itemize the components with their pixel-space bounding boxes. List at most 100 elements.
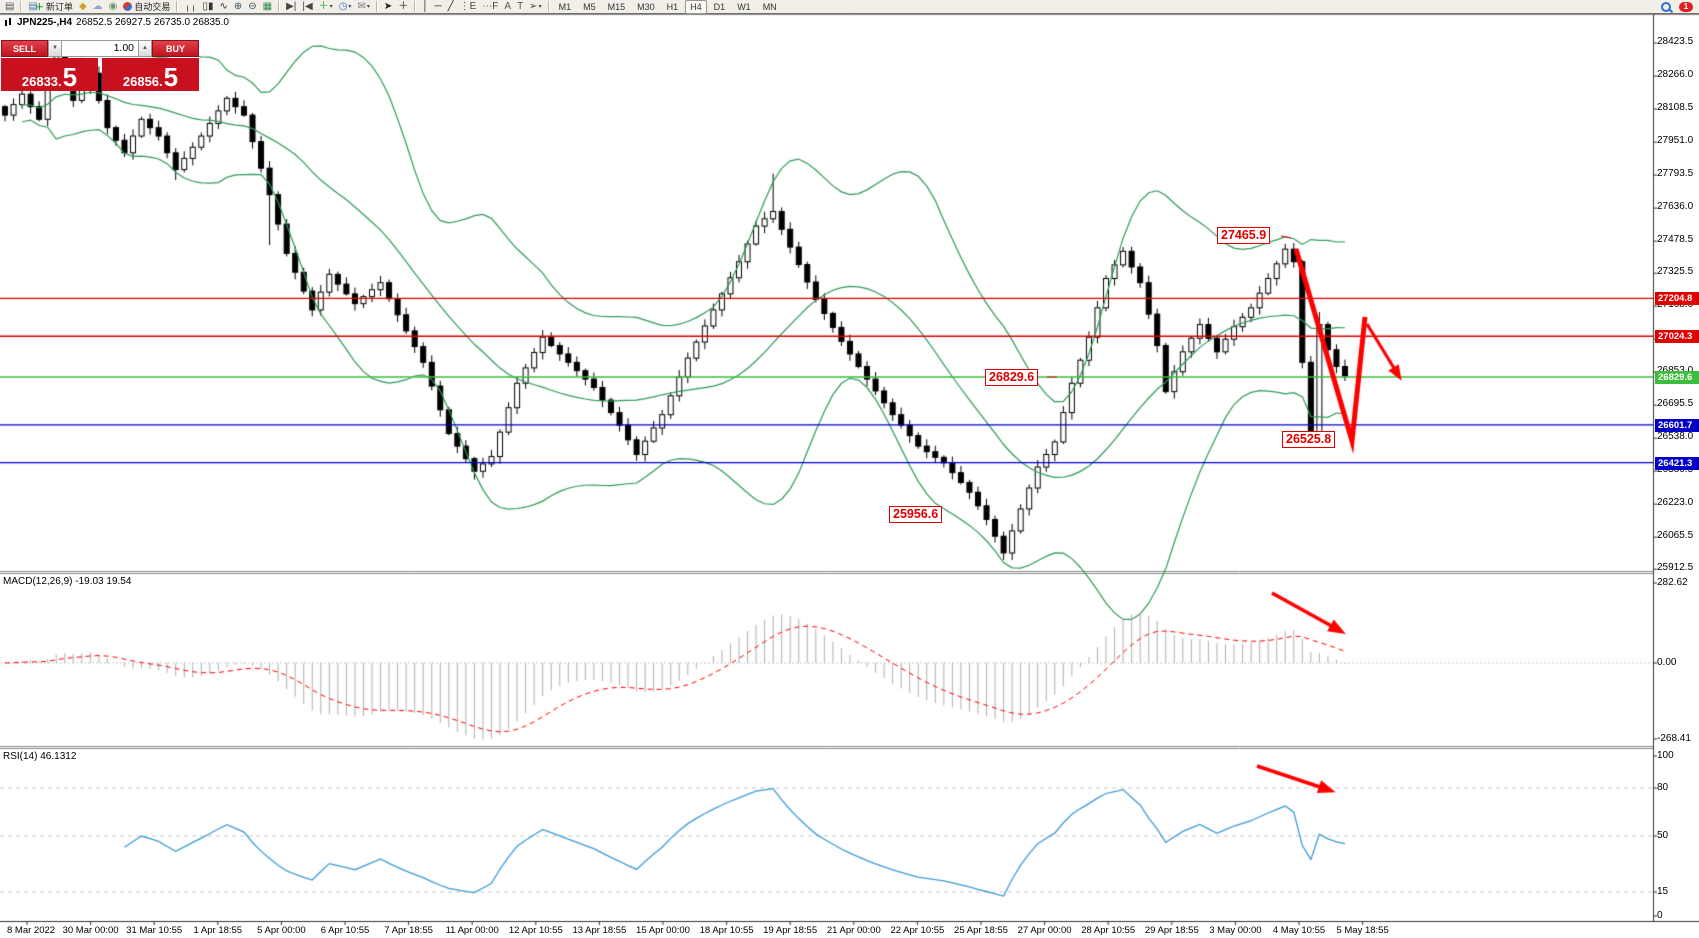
sell-button[interactable]: SELL: [1, 40, 48, 57]
buy-price-display[interactable]: 26856. 5: [102, 58, 199, 91]
macd-indicator-label: MACD(12,26,9) -19.03 19.54: [3, 576, 132, 587]
price-axis-tick: 26380.5: [1657, 464, 1694, 476]
rsi-axis-tick: 0: [1657, 910, 1663, 921]
vertical-line-icon[interactable]: │: [422, 0, 429, 12]
macd-axis-tick: 0.00: [1657, 657, 1677, 668]
price-axis-tick: 27325.5: [1657, 266, 1694, 278]
buy-price-main: 26856.: [122, 74, 163, 89]
toolbar-separator: [176, 1, 179, 12]
time-axis-label: 1 Apr 18:55: [193, 925, 243, 936]
price-axis-tick: 26223.0: [1657, 497, 1694, 509]
text-tool-icon[interactable]: A: [504, 0, 512, 12]
chart-shift-icon[interactable]: |◀: [302, 0, 313, 12]
horizontal-line-icon[interactable]: ─: [434, 0, 442, 12]
timeframe-d1-button[interactable]: D1: [713, 1, 726, 12]
notification-badge[interactable]: 1: [1679, 1, 1693, 12]
cursor-icon[interactable]: ➤: [383, 0, 393, 12]
label-tool-icon[interactable]: T: [517, 0, 524, 12]
time-axis-label: 6 Apr 10:55: [320, 925, 370, 936]
add-indicator-icon[interactable]: ＋ ▾: [318, 0, 333, 12]
crosshair-icon[interactable]: ＋: [398, 0, 409, 12]
time-axis-label: 28 Apr 10:55: [1081, 925, 1136, 936]
price-axis-tick: 27793.5: [1657, 168, 1694, 180]
volume-decrease-button[interactable]: ▼: [48, 40, 62, 57]
rsi-axis-tick: 100: [1657, 750, 1674, 761]
toolbar-separator: [547, 1, 550, 12]
chart-title: JPN225-,H4 26852.5 26927.5 26735.0 26835…: [4, 17, 229, 28]
price-axis-tick: 28108.5: [1657, 102, 1694, 114]
chart-ohlc-values: 26852.5 26927.5 26735.0 26835.0: [76, 17, 229, 28]
rsi-axis-tick: 50: [1657, 830, 1669, 841]
candle-chart-mode-icon[interactable]: ▯▮: [202, 0, 214, 12]
toolbar-separator: [20, 1, 23, 12]
fibo-e-icon[interactable]: ⋮E: [459, 0, 477, 12]
macd-axis-tick: 282.62: [1657, 577, 1688, 589]
price-axis-tick: 26538.0: [1657, 431, 1694, 443]
toolbar-separator: [278, 1, 281, 12]
templates-icon[interactable]: ✉ ▾: [357, 0, 370, 12]
time-axis-label: 11 Apr 00:00: [445, 925, 499, 936]
buy-button[interactable]: BUY: [152, 40, 199, 57]
sell-price-display[interactable]: 26833. 5: [1, 58, 98, 91]
new-order-button[interactable]: ▤ ＋新订单: [28, 0, 73, 12]
symbol-chart-icon: [5, 18, 11, 26]
auto-scroll-icon[interactable]: ▶|: [286, 0, 297, 12]
price-line-badge: 26829.6: [1655, 371, 1699, 385]
timeframe-m30-button[interactable]: M30: [637, 1, 655, 12]
time-axis-label: 7 Apr 18:55: [384, 925, 433, 936]
time-axis-label: 12 Apr 10:55: [508, 925, 563, 936]
price-line-badge: 26601.7: [1655, 418, 1699, 432]
time-axis-label: 27 Apr 00:00: [1017, 925, 1072, 936]
price-annotation[interactable]: 25956.6: [889, 506, 943, 523]
one-click-trade-panel: SELL ▼ 1.00 ▲ BUY 26833. 5 26856. 5: [1, 40, 199, 91]
time-axis-label: 4 May 10:55: [1272, 925, 1326, 936]
autotrading-button[interactable]: 自动交易: [120, 1, 173, 13]
timeframe-m1-button[interactable]: M1: [558, 1, 572, 12]
time-axis-label: 31 Mar 10:55: [126, 925, 183, 936]
price-axis-tick: 27636.0: [1657, 201, 1694, 213]
period-icon[interactable]: ◷ ▾: [338, 0, 352, 12]
time-axis-label: 18 Apr 10:55: [699, 925, 754, 936]
price-line-badge: 26421.3: [1655, 456, 1699, 470]
macd-axis-tick: -268.41: [1657, 732, 1691, 744]
tile-windows-icon[interactable]: ▦: [262, 0, 273, 12]
timeframe-h4-button[interactable]: H4: [685, 0, 707, 14]
price-axis-tick: 26695.5: [1657, 398, 1694, 410]
timeframe-m15-button[interactable]: M15: [607, 1, 626, 12]
price-annotation[interactable]: 26525.8: [1282, 431, 1336, 448]
time-axis-label: 22 Apr 10:55: [890, 925, 945, 936]
bar-chart-mode-icon[interactable]: ╷╷: [184, 0, 197, 12]
main-toolbar: ▤ ▤ ＋新订单 ◆ ☁ ◉ 自动交易 ╷╷ ▯▮ ∿ ⊕ ⊖ ▦ ▶| |◀ ＋ ▾ ◷ ▾ ✉ ▾ ➤ ＋ │ ─ ╱ ⋮E ⋯F…: [0, 0, 1699, 14]
time-axis-label: 5 Apr 00:00: [257, 925, 306, 936]
zoom-in-icon[interactable]: ⊕: [233, 0, 243, 12]
volume-input[interactable]: 1.00: [62, 40, 138, 57]
price-annotation[interactable]: 27465.9: [1217, 227, 1271, 244]
trendline-icon[interactable]: ╱: [447, 0, 454, 12]
price-axis-tick: 26065.5: [1657, 530, 1694, 542]
toolbar-separator: [414, 1, 417, 12]
volume-increase-button[interactable]: ▲: [138, 40, 152, 57]
time-axis-label: 15 Apr 00:00: [636, 925, 690, 936]
sell-price-main: 26833.: [21, 74, 62, 89]
cloud-icon[interactable]: ☁: [92, 0, 103, 12]
timeframe-m5-button[interactable]: M5: [583, 1, 596, 12]
price-axis-tick: 27951.0: [1657, 135, 1694, 147]
fibo-f-icon[interactable]: ⋯F: [482, 0, 499, 12]
time-axis-label: 21 Apr 00:00: [826, 925, 881, 936]
timeframe-h1-button[interactable]: H1: [666, 1, 679, 12]
price-axis-tick: 28266.0: [1657, 69, 1694, 81]
price-axis-tick: 25912.5: [1657, 562, 1694, 574]
market-depth-icon[interactable]: ◆: [78, 0, 87, 12]
price-annotation[interactable]: 26829.6: [985, 369, 1039, 386]
timeframe-w1-button[interactable]: W1: [737, 1, 751, 12]
chart-window-icon[interactable]: ▤: [5, 0, 15, 12]
signal-icon[interactable]: ◉: [108, 0, 118, 12]
line-chart-mode-icon[interactable]: ∿: [219, 0, 228, 12]
rsi-indicator-label: RSI(14) 46.1312: [3, 751, 77, 762]
search-icon[interactable]: [1661, 1, 1671, 12]
price-line-badge: 27204.8: [1655, 292, 1699, 306]
arrows-tool-icon[interactable]: ➢ ▾: [529, 0, 542, 12]
zoom-out-icon[interactable]: ⊖: [248, 0, 257, 12]
timeframe-mn-button[interactable]: MN: [762, 1, 777, 12]
